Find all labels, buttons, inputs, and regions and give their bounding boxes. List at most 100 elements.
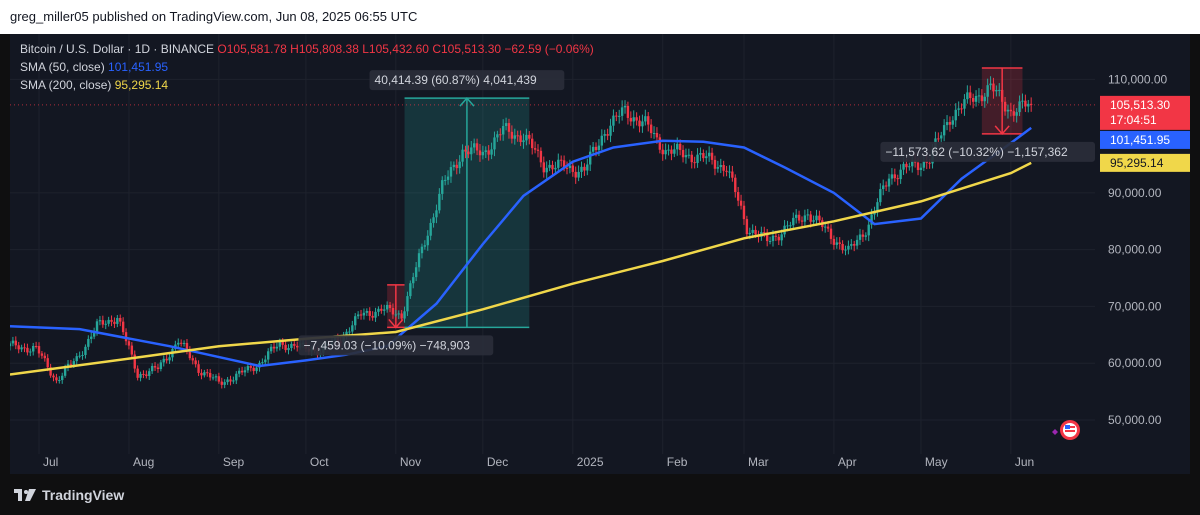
measure-label: −7,459.03 (−10.09%) −748,903: [303, 338, 470, 352]
candle-body: [116, 317, 119, 324]
x-tick-label: Mar: [748, 455, 769, 469]
candle-body: [272, 346, 276, 349]
candle-body: [824, 226, 827, 228]
candle-body: [600, 135, 604, 146]
candle-body: [705, 156, 708, 159]
tradingview-logo[interactable]: TradingView: [14, 487, 124, 503]
candle-body: [562, 160, 566, 168]
candle-body: [1012, 111, 1015, 116]
grid: [10, 34, 1095, 454]
candle-body: [107, 319, 110, 324]
candle-body: [478, 150, 482, 156]
candle-body: [446, 176, 450, 180]
candle-body: [629, 117, 633, 122]
flag-icon[interactable]: [1052, 420, 1080, 440]
candle-body: [829, 228, 833, 239]
x-tick-label: Dec: [487, 455, 508, 469]
x-tick-label: Aug: [133, 455, 154, 469]
candle-body: [269, 346, 273, 352]
candle-body: [992, 83, 995, 92]
candle-body: [385, 304, 389, 310]
candle-body: [383, 309, 386, 311]
candle-body: [577, 171, 580, 178]
candle-body: [377, 308, 380, 312]
candle-body: [545, 167, 548, 173]
y-tick-label: 110,000.00: [1108, 72, 1167, 86]
candle-body: [501, 126, 505, 135]
candle-body: [255, 367, 258, 372]
candle-body: [452, 164, 456, 168]
candle-body: [414, 267, 418, 278]
candle-body: [995, 90, 998, 92]
x-tick-label: Jul: [43, 455, 58, 469]
candle-body: [281, 341, 284, 345]
y-tick-label: 60,000.00: [1108, 356, 1162, 370]
candle-body: [626, 105, 630, 118]
candle-body: [858, 234, 862, 240]
candle-body: [121, 321, 125, 333]
candle-body: [354, 316, 357, 326]
candle-body: [739, 200, 743, 206]
candle-body: [519, 135, 522, 143]
candle-body: [229, 379, 232, 382]
candle-body: [356, 314, 360, 317]
candle-body: [516, 135, 519, 137]
candle-body: [574, 171, 577, 178]
candle-body: [293, 343, 296, 346]
candle-body: [206, 372, 209, 374]
candle-body: [893, 174, 897, 179]
candle-body: [438, 193, 441, 211]
candle-body: [612, 115, 615, 126]
candle-body: [217, 376, 221, 382]
candle-body: [441, 180, 444, 194]
sma200-row[interactable]: SMA (200, close) 95,295.14: [20, 76, 594, 94]
sma50-row[interactable]: SMA (50, close) 101,451.95: [20, 58, 594, 76]
candle-body: [20, 347, 23, 350]
candle-body: [484, 150, 487, 152]
candle-body: [887, 178, 891, 187]
candle-body: [470, 147, 473, 155]
candle-body: [208, 372, 212, 378]
candle-body: [156, 367, 160, 369]
candle-body: [763, 232, 766, 234]
candle-body: [368, 311, 371, 316]
candle-body: [826, 226, 830, 229]
candle-body: [388, 304, 392, 308]
candle-body: [11, 340, 15, 344]
candle-body: [351, 325, 354, 332]
candle-body: [1015, 112, 1018, 116]
y-tick-label: 80,000.00: [1108, 243, 1162, 257]
candle-body: [406, 296, 409, 312]
candle-body: [696, 154, 699, 163]
candle-body: [864, 235, 868, 237]
candle-body: [162, 358, 165, 363]
price-chart[interactable]: 50,000.00 60,000.00 70,000.00 80,000.00 90,0…: [8, 34, 1190, 474]
candle-body: [591, 146, 595, 152]
candle-body: [472, 143, 476, 148]
candle-body: [565, 167, 569, 169]
x-tick-label: Nov: [400, 455, 421, 469]
candle-body: [287, 347, 290, 351]
publisher-line: greg_miller05 published on TradingView.c…: [10, 9, 418, 24]
candle-body: [734, 177, 737, 193]
candle-body: [211, 377, 215, 379]
candle-body: [490, 149, 493, 155]
candle-body: [1006, 109, 1010, 112]
candle-body: [84, 346, 87, 355]
candle-body: [922, 161, 926, 168]
candle-body: [1018, 101, 1021, 113]
candle-body: [699, 152, 702, 155]
candle-body: [957, 108, 960, 110]
candle-body: [40, 353, 44, 356]
sma200-line: [9, 161, 1032, 376]
candle-body: [980, 95, 984, 102]
chart-area[interactable]: 50,000.00 60,000.00 70,000.00 80,000.00 90,0…: [8, 34, 1190, 474]
candle-body: [812, 220, 815, 222]
candle-body: [530, 138, 534, 149]
candle-body: [1029, 103, 1033, 105]
candle-body: [380, 308, 383, 311]
candle-body: [606, 134, 609, 136]
candle-body: [638, 120, 641, 127]
candle-body: [194, 360, 197, 365]
candle-body: [455, 164, 458, 169]
